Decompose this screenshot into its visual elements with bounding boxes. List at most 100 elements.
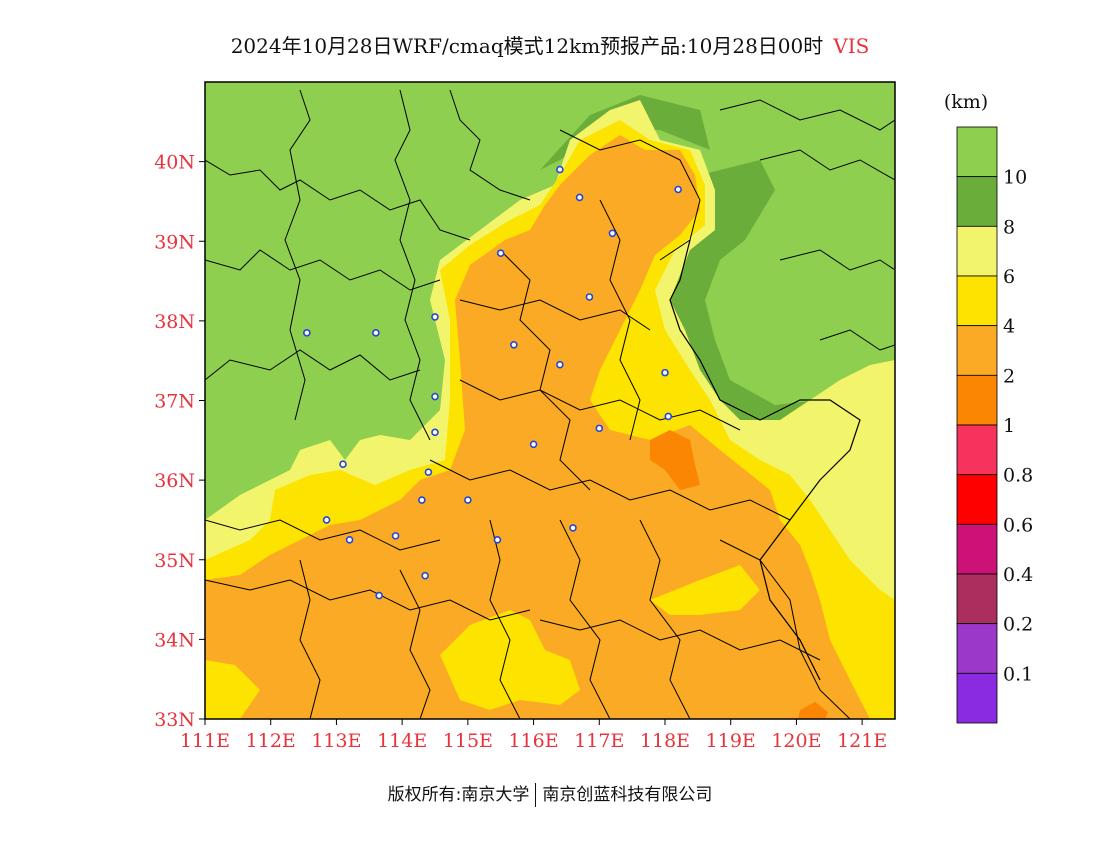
coastline bbox=[669, 239, 861, 681]
field-vis-4-6-patch-southeast bbox=[650, 565, 760, 615]
x-tick-label: 112E bbox=[246, 730, 296, 752]
station-marker bbox=[569, 524, 577, 532]
colorbar: 10 8 6 4 2 1 0.8 0.6 0.4 0.2 0.1 bbox=[956, 126, 1033, 724]
map-title: 2024年10月28日WRF/cmaq模式12km预报产品:10月28日00时 V… bbox=[0, 30, 1100, 59]
border-line bbox=[639, 519, 691, 719]
colorbar-label: 0.4 bbox=[1003, 564, 1033, 586]
y-tick-label: 36N bbox=[154, 470, 195, 492]
station-marker bbox=[391, 532, 400, 540]
colorbar-swatch bbox=[956, 474, 998, 525]
colorbar-swatch bbox=[956, 126, 998, 178]
city-stations bbox=[303, 165, 682, 600]
border-line bbox=[205, 159, 471, 241]
footer-company: 南京创蓝科技有限公司 bbox=[542, 785, 713, 805]
station-marker bbox=[529, 440, 538, 449]
border-line bbox=[459, 379, 741, 431]
x-axis: 111E 112E 113E 114E 115E 116E 117E 118E 119E 120E… bbox=[180, 719, 887, 752]
station-marker bbox=[418, 496, 426, 504]
field-vis-4-6-patch-south bbox=[440, 610, 580, 710]
y-tick-label: 40N bbox=[154, 152, 195, 174]
colorbar-label: 0.1 bbox=[1003, 663, 1033, 685]
border-line bbox=[499, 249, 591, 491]
border-line bbox=[819, 329, 895, 351]
border-line bbox=[489, 519, 521, 719]
field-vis-1-2 bbox=[650, 430, 700, 490]
field-vis-8-10-north bbox=[540, 95, 710, 170]
colorbar-label: 0.2 bbox=[1003, 614, 1033, 636]
station-marker bbox=[431, 392, 439, 401]
copyright-footer: 版权所有:南京大学 南京创蓝科技有限公司 bbox=[0, 780, 1100, 807]
y-tick-label: 39N bbox=[154, 231, 195, 253]
colorbar-swatch bbox=[956, 374, 998, 426]
border-line bbox=[394, 89, 431, 441]
station-marker bbox=[421, 571, 429, 580]
y-tick-label: 38N bbox=[154, 311, 195, 333]
colorbar-label: 10 bbox=[1003, 167, 1027, 189]
colorbar-label: 2 bbox=[1003, 365, 1015, 387]
colorbar-swatch bbox=[956, 672, 998, 724]
x-tick-label: 114E bbox=[377, 730, 427, 752]
visibility-field bbox=[205, 82, 895, 719]
border-line bbox=[459, 299, 651, 331]
border-line bbox=[205, 249, 441, 291]
footer-separator bbox=[535, 783, 537, 807]
x-tick-label: 117E bbox=[574, 730, 624, 752]
x-tick-label: 120E bbox=[771, 730, 821, 752]
colorbar-swatch bbox=[956, 424, 998, 476]
field-vis-1-2-south bbox=[798, 702, 828, 719]
x-tick-label: 121E bbox=[837, 730, 887, 752]
colorbar-label: 6 bbox=[1003, 266, 1015, 288]
station-marker bbox=[510, 340, 518, 349]
colorbar-swatch bbox=[956, 573, 998, 625]
station-marker bbox=[664, 412, 673, 421]
colorbar-label: 0.6 bbox=[1003, 514, 1033, 536]
station-marker bbox=[585, 293, 594, 301]
station-marker bbox=[674, 185, 682, 194]
station-marker bbox=[345, 536, 354, 544]
title-main: 2024年10月28日WRF/cmaq模式12km预报产品:10月28日00时 bbox=[230, 34, 824, 58]
border-line bbox=[284, 89, 311, 421]
border-line bbox=[719, 99, 895, 131]
border-line bbox=[399, 569, 431, 719]
station-marker bbox=[493, 536, 502, 544]
field-vis-2-4 bbox=[205, 135, 870, 719]
footer-owner: 版权所有:南京大学 bbox=[387, 785, 530, 805]
station-marker bbox=[608, 229, 617, 238]
station-marker bbox=[372, 329, 380, 337]
colorbar-swatch bbox=[956, 176, 998, 227]
colorbar-swatch bbox=[956, 275, 998, 327]
station-marker bbox=[339, 460, 347, 469]
colorbar-swatch bbox=[956, 523, 998, 575]
station-marker bbox=[375, 591, 383, 600]
x-tick-label: 111E bbox=[180, 730, 230, 752]
x-tick-label: 113E bbox=[311, 730, 361, 752]
border-line bbox=[205, 519, 441, 551]
colorbar-swatch bbox=[956, 325, 998, 376]
y-tick-label: 35N bbox=[154, 550, 195, 572]
y-tick-label: 37N bbox=[154, 391, 195, 413]
border-line bbox=[539, 619, 821, 661]
x-tick-label: 119E bbox=[706, 730, 756, 752]
station-marker bbox=[431, 313, 439, 321]
station-marker bbox=[322, 516, 331, 524]
border-line bbox=[205, 349, 421, 381]
colorbar-swatch bbox=[956, 225, 998, 277]
border-line bbox=[599, 199, 641, 441]
station-marker bbox=[556, 165, 564, 174]
border-line bbox=[205, 579, 531, 621]
station-marker bbox=[424, 468, 433, 476]
colorbar-swatch bbox=[956, 623, 998, 674]
border-line bbox=[299, 559, 321, 719]
border-line bbox=[779, 249, 895, 271]
colorbar-unit: (km) bbox=[944, 91, 988, 113]
colorbar-label: 4 bbox=[1003, 316, 1015, 338]
station-marker bbox=[431, 428, 439, 437]
border-line bbox=[559, 519, 611, 719]
station-marker bbox=[595, 424, 604, 433]
border-line bbox=[719, 539, 851, 719]
field-vis-4-6-patch-west bbox=[205, 660, 260, 719]
station-marker bbox=[575, 193, 584, 202]
y-axis: 33N 34N 35N 36N 37N 38N 39N 40N bbox=[154, 152, 205, 731]
colorbar-label: 1 bbox=[1003, 415, 1015, 437]
